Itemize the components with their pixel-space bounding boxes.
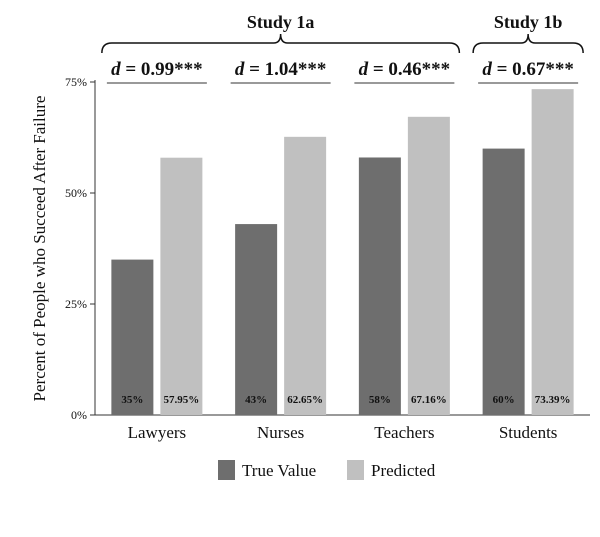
y-tick-label: 75% (65, 75, 87, 89)
bar-value-label: 73.39% (535, 394, 571, 406)
bar-true-value-lawyers (111, 259, 154, 415)
bar-value-label: 57.95% (164, 394, 200, 406)
x-tick-label: Students (499, 423, 558, 442)
x-tick-label: Nurses (257, 423, 304, 442)
bar-value-label: 62.65% (287, 394, 323, 406)
effect-size-label: d = 0.67*** (482, 59, 574, 80)
legend-swatch-true-value (218, 460, 235, 480)
y-tick-label: 25% (65, 297, 87, 311)
effect-size-symbol: d (482, 59, 492, 80)
y-axis-title: Percent of People who Succeed After Fail… (30, 96, 49, 402)
x-tick-label: Teachers (374, 423, 434, 442)
effect-size-value: = 0.67*** (492, 59, 574, 80)
bar-predicted-nurses (284, 136, 327, 416)
bar-predicted-lawyers (160, 157, 203, 415)
bar-value-label: 43% (245, 394, 267, 406)
effect-size-value: = 0.46*** (368, 59, 450, 80)
bar-true-value-nurses (235, 224, 278, 415)
y-tick-label: 50% (65, 186, 87, 200)
bar-true-value-teachers (358, 157, 401, 416)
effect-size-symbol: d (235, 59, 245, 80)
bar-value-label: 35% (121, 394, 143, 406)
effect-size-value: = 0.99*** (121, 59, 203, 80)
effect-size-label: d = 0.99*** (111, 59, 203, 80)
bar-true-value-students (482, 148, 525, 415)
effect-size-value: = 1.04*** (244, 59, 326, 80)
bar-predicted-teachers (407, 116, 450, 415)
x-tick-label: Lawyers (128, 423, 187, 442)
effect-size-label: d = 0.46*** (359, 59, 451, 80)
study-group-label: Study 1a (247, 12, 315, 32)
study-brace (472, 33, 584, 54)
legend-label: True Value (242, 461, 316, 480)
bar-value-label: 60% (493, 394, 515, 406)
study-brace (101, 33, 461, 54)
study-group-label: Study 1b (494, 12, 563, 32)
effect-size-symbol: d (359, 59, 369, 80)
bar-value-label: 67.16% (411, 394, 447, 406)
bar-predicted-students (531, 89, 574, 415)
effect-size-symbol: d (111, 59, 121, 80)
effect-size-label: d = 1.04*** (235, 59, 327, 80)
legend-swatch-predicted (347, 460, 364, 480)
y-tick-label: 0% (71, 408, 87, 422)
legend-label: Predicted (371, 461, 436, 480)
bar-value-label: 58% (369, 394, 391, 406)
